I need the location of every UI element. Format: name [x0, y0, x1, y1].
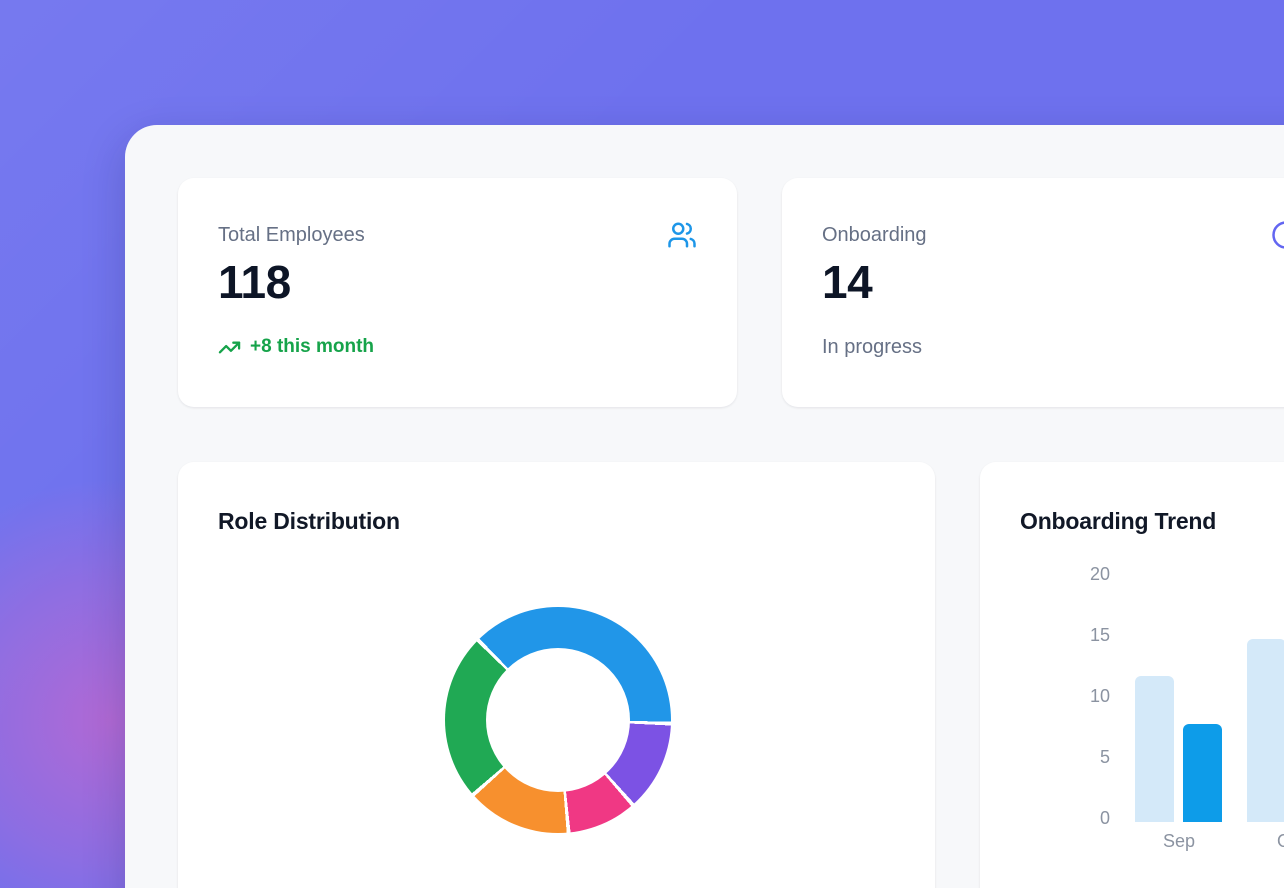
stat-card-onboarding: Onboarding 14 In progress [782, 178, 1284, 407]
y-axis-tick-label: 5 [1099, 747, 1110, 767]
role-distribution-card: Role Distribution [178, 462, 935, 888]
y-axis-tick-label: 15 [1089, 625, 1110, 645]
clock-icon [1271, 220, 1284, 250]
users-icon [667, 220, 697, 250]
stat-value: 118 [218, 256, 291, 308]
stat-delta-text: +8 this month [250, 336, 375, 357]
dashboard-panel: Total Employees 118 +8 this month Onboar… [125, 125, 1284, 888]
stat-value: 14 [822, 256, 873, 308]
x-axis-tick-label: Oct [1276, 831, 1284, 851]
chart-title: Onboarding Trend [1020, 508, 1217, 534]
y-axis-tick-label: 20 [1089, 564, 1110, 584]
y-axis-tick-label: 0 [1099, 808, 1110, 828]
donut-hole [486, 648, 630, 792]
chart-title: Role Distribution [218, 508, 400, 534]
bar-oct-light-blue [1247, 639, 1284, 822]
trending-up-icon [218, 336, 241, 359]
stat-subtext: In progress [822, 336, 923, 358]
donut-chart [445, 607, 671, 833]
stat-label: Total Employees [218, 224, 365, 246]
stat-delta: +8 this month [218, 334, 374, 360]
stat-card-total-employees: Total Employees 118 +8 this month [178, 178, 737, 407]
y-axis-tick-label: 10 [1089, 686, 1110, 706]
x-axis-tick-label: Sep [1162, 831, 1196, 851]
onboarding-trend-card: Onboarding Trend 0 5 10 15 20 Sep Oct [980, 462, 1284, 888]
bar-sep-light-blue [1135, 675, 1174, 822]
stat-label: Onboarding [822, 224, 927, 246]
bar-sep-dark-blue [1183, 724, 1222, 822]
